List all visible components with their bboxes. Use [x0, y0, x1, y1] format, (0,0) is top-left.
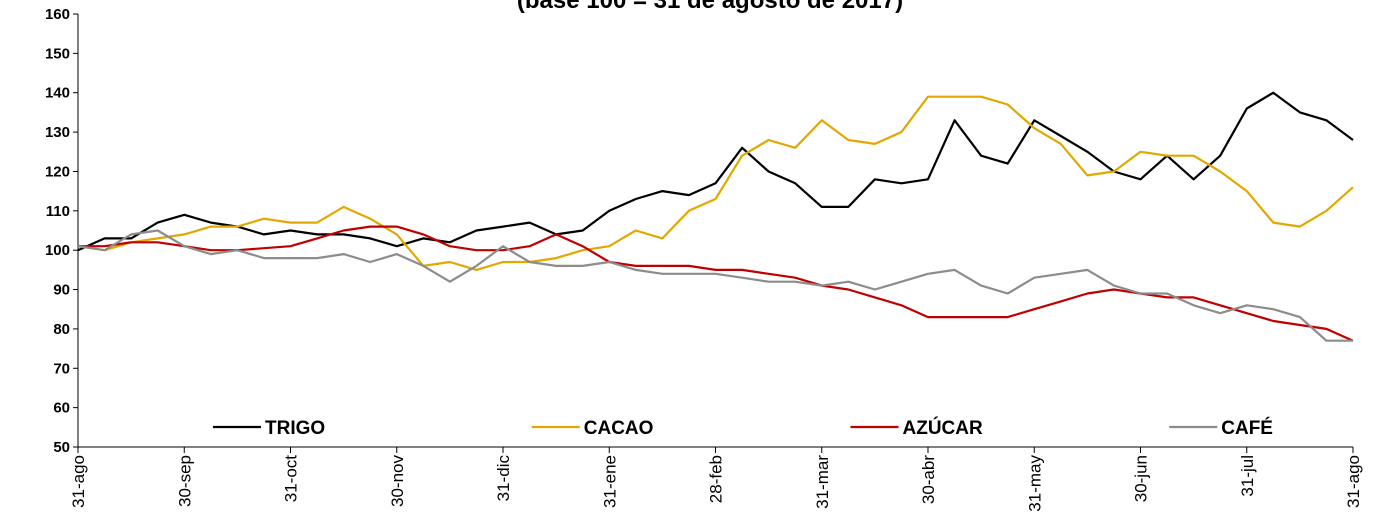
series-line	[77, 229, 1353, 342]
x-tick-label: 31-oct	[282, 455, 301, 503]
y-tick-label: 120	[45, 163, 70, 180]
x-tick-label: 31-ago	[69, 455, 88, 508]
y-tick-label: 90	[53, 282, 70, 299]
legend-label: AZÚCAR	[903, 417, 983, 439]
y-tick-label: 130	[45, 124, 70, 141]
y-tick-label: 80	[53, 321, 70, 338]
x-tick-label: 30-nov	[388, 455, 407, 507]
y-tick-label: 150	[45, 45, 70, 62]
y-tick-label: 60	[53, 400, 70, 417]
x-tick-label: 31-dic	[494, 455, 513, 502]
y-tick-label: 100	[45, 242, 70, 259]
series-line	[77, 91, 1354, 252]
y-tick-label: 140	[45, 85, 70, 102]
series-line	[78, 225, 1354, 342]
x-tick-label: 31-may	[1025, 455, 1044, 512]
legend-label: CAFÉ	[1221, 417, 1273, 439]
x-tick-label: 28-feb	[707, 455, 726, 503]
y-tick-label: 50	[53, 439, 70, 456]
legend-label: CACAO	[584, 418, 654, 439]
y-tick-label: 160	[45, 6, 70, 23]
x-tick-label: 31-ene	[600, 455, 619, 508]
x-tick-label: 30-jun	[1132, 455, 1151, 502]
x-tick-label: 31-ago	[1344, 455, 1363, 508]
x-tick-label: 30-sep	[175, 455, 194, 507]
x-tick-label: 31-jul	[1238, 455, 1257, 497]
series-line	[77, 95, 1354, 271]
chart-title: (base 100 = 31 de agosto de 2017)	[517, 0, 903, 14]
y-tick-label: 70	[53, 360, 70, 377]
legend-label: TRIGO	[265, 418, 325, 439]
x-tick-label: 30-abr	[919, 455, 938, 504]
y-tick-label: 110	[46, 203, 70, 220]
x-tick-label: 31-mar	[813, 455, 832, 509]
